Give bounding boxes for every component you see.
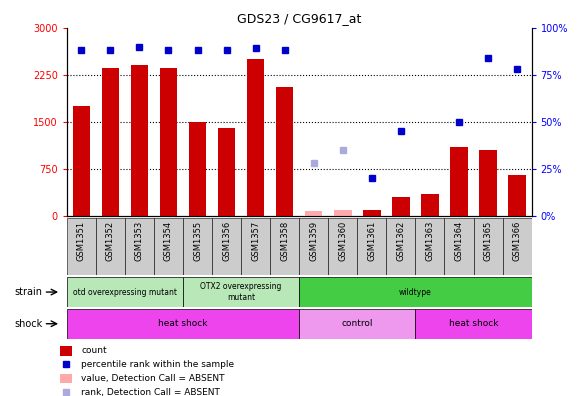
Text: GSM1361: GSM1361 (367, 221, 376, 261)
Text: shock: shock (15, 319, 43, 329)
Text: GSM1364: GSM1364 (454, 221, 464, 261)
Bar (102, 69, 119, 216)
Text: percentile rank within the sample: percentile rank within the sample (81, 360, 235, 369)
Bar (474, 218, 503, 275)
Bar (334, 209, 352, 216)
Bar (67, 277, 183, 307)
Bar (183, 277, 299, 307)
Text: otd overexpressing mutant: otd overexpressing mutant (73, 287, 177, 297)
Text: heat shock: heat shock (449, 319, 498, 328)
Text: strain: strain (15, 287, 42, 297)
Bar (131, 65, 148, 216)
Bar (299, 277, 532, 307)
Text: GSM1356: GSM1356 (222, 221, 231, 261)
Bar (450, 147, 468, 216)
Text: GSM1366: GSM1366 (512, 221, 522, 261)
Bar (67, 309, 299, 339)
Text: GSM1360: GSM1360 (338, 221, 347, 261)
Bar (363, 209, 381, 216)
Text: GSM1352: GSM1352 (106, 221, 115, 261)
Text: GSM1365: GSM1365 (483, 221, 493, 261)
Text: GSM1351: GSM1351 (77, 221, 86, 261)
Bar (305, 211, 322, 216)
Bar (73, 106, 90, 216)
Bar (357, 218, 386, 275)
Bar (503, 218, 532, 275)
Text: GSM1354: GSM1354 (164, 221, 173, 261)
Bar (386, 218, 415, 275)
Text: count: count (81, 346, 107, 355)
Text: GSM1358: GSM1358 (280, 221, 289, 261)
Text: wildtype: wildtype (399, 287, 432, 297)
Bar (125, 218, 154, 275)
Text: GSM1353: GSM1353 (135, 221, 144, 261)
Bar (60, 374, 72, 383)
Text: control: control (342, 319, 373, 328)
Text: GSM1355: GSM1355 (193, 221, 202, 261)
Bar (247, 59, 264, 216)
Text: OTX2 overexpressing
mutant: OTX2 overexpressing mutant (200, 282, 282, 302)
Title: GDS23 / CG9617_at: GDS23 / CG9617_at (237, 12, 361, 25)
Text: GSM1363: GSM1363 (425, 221, 435, 261)
Bar (479, 150, 497, 216)
Bar (60, 346, 72, 356)
Bar (96, 218, 125, 275)
Bar (67, 218, 96, 275)
Bar (212, 218, 241, 275)
Bar (508, 175, 526, 216)
Text: GSM1359: GSM1359 (309, 221, 318, 261)
Bar (270, 218, 299, 275)
Bar (189, 122, 206, 216)
Bar (241, 218, 270, 275)
Bar (154, 218, 183, 275)
Bar (328, 218, 357, 275)
Text: GSM1362: GSM1362 (396, 221, 406, 261)
Bar (299, 218, 328, 275)
Text: GSM1357: GSM1357 (251, 221, 260, 261)
Bar (218, 128, 235, 216)
Bar (415, 218, 444, 275)
Bar (421, 194, 439, 216)
Bar (299, 309, 415, 339)
Bar (183, 218, 212, 275)
Text: rank, Detection Call = ABSENT: rank, Detection Call = ABSENT (81, 388, 220, 396)
Bar (160, 69, 177, 216)
Bar (276, 87, 293, 216)
Text: value, Detection Call = ABSENT: value, Detection Call = ABSENT (81, 374, 225, 383)
Text: heat shock: heat shock (158, 319, 208, 328)
Bar (415, 309, 532, 339)
Bar (392, 197, 410, 216)
Bar (444, 218, 474, 275)
